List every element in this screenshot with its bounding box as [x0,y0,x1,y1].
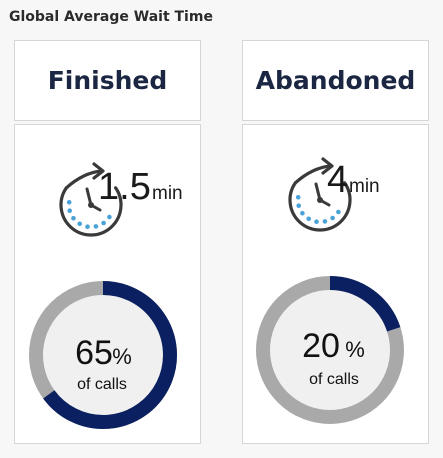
clock-dot [101,220,106,226]
finished-stats-graphic: 1.5 min 65 % of calls [29,162,183,429]
clock-dot [314,219,319,224]
abandoned-header-panel: Abandoned [242,40,429,121]
clock-outline [59,186,123,237]
widget-title: Global Average Wait Time [9,9,213,25]
donut-value-arc [43,281,177,429]
timer-clock-icon [59,162,123,237]
finished-header: Finished [47,66,168,95]
abandoned-wait-time-value: 4 [327,159,348,201]
donut-center [42,294,164,416]
clock-dot [66,200,72,205]
abandoned-stats-graphic: 4 min 20 % of calls [256,157,404,424]
clock-dot [85,224,90,229]
abandoned-percent-sign: % [345,337,365,362]
clock-dot [296,203,301,208]
clock-dot [295,195,301,200]
finished-wait-time-value: 1.5 [98,166,151,208]
donut-value-arc [329,276,401,332]
finished-percent-caption: of calls [77,376,127,393]
abandoned-percent-value: 20 [302,327,340,365]
clock-center [88,202,94,208]
clock-dot [71,215,76,221]
finished-donut-chart [29,281,177,429]
clock-arrowhead [321,157,334,175]
clock-dot [330,215,335,221]
finished-percent-value: 65 [75,334,113,372]
clock-arrow-stem [64,169,103,190]
clock-dot [67,208,72,213]
clock-dot [336,209,341,215]
timer-clock-icon [288,157,352,232]
clock-dot [300,210,305,216]
clock-dot [77,221,82,227]
abandoned-stats-panel: 4 min 20 % of calls [242,124,429,444]
clock-dot [93,224,99,229]
donut-center [269,289,391,411]
clock-dot [107,214,112,220]
clock-dot [322,219,328,224]
finished-percent-sign: % [112,344,132,369]
abandoned-wait-time-unit: min [349,176,380,197]
finished-header-panel: Finished [14,40,201,121]
clock-center [317,197,323,203]
abandoned-percent-caption: of calls [309,371,359,388]
clock-arrowhead [92,162,105,180]
abandoned-header: Abandoned [255,66,416,95]
abandoned-donut-chart [256,276,404,424]
clock-dot [306,216,311,222]
finished-wait-time-unit: min [152,183,183,204]
clock-arrow-stem [293,164,332,185]
finished-stats-panel: 1.5 min 65 % of calls [14,124,201,444]
clock-outline [288,181,352,232]
